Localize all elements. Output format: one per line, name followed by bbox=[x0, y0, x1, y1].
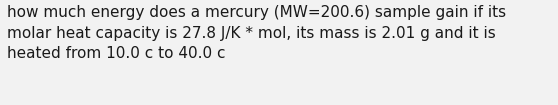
Text: how much energy does a mercury (MW=200.6) sample gain if its
molar heat capacity: how much energy does a mercury (MW=200.6… bbox=[7, 5, 506, 61]
